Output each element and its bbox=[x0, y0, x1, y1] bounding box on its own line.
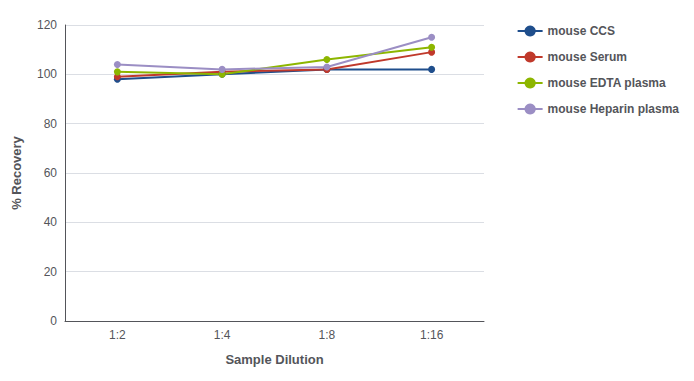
svg-text:120: 120 bbox=[37, 18, 57, 32]
svg-text:0: 0 bbox=[50, 314, 57, 328]
svg-text:100: 100 bbox=[37, 67, 57, 81]
svg-text:mouse Serum: mouse Serum bbox=[548, 50, 627, 64]
svg-text:mouse EDTA plasma: mouse EDTA plasma bbox=[548, 76, 666, 90]
svg-text:1:2: 1:2 bbox=[109, 328, 126, 342]
svg-text:40: 40 bbox=[44, 215, 58, 229]
svg-text:80: 80 bbox=[44, 117, 58, 131]
svg-text:20: 20 bbox=[44, 265, 58, 279]
svg-text:% Recovery: % Recovery bbox=[9, 135, 24, 209]
svg-text:1:16: 1:16 bbox=[420, 328, 444, 342]
svg-text:1:4: 1:4 bbox=[214, 328, 231, 342]
svg-text:mouse Heparin plasma: mouse Heparin plasma bbox=[548, 102, 680, 116]
svg-text:Sample Dilution: Sample Dilution bbox=[225, 352, 323, 367]
svg-text:60: 60 bbox=[44, 166, 58, 180]
svg-text:1:8: 1:8 bbox=[319, 328, 336, 342]
svg-text:mouse CCS: mouse CCS bbox=[548, 24, 615, 38]
